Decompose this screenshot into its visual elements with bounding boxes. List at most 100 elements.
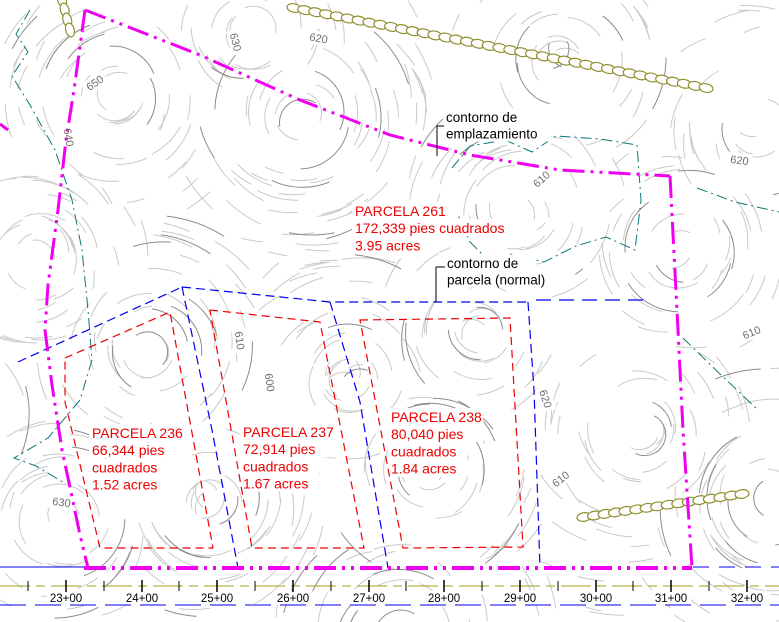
contour-stroke bbox=[632, 5, 649, 28]
contour-stroke bbox=[572, 135, 597, 167]
parcel-238-label-line[interactable]: cuadrados bbox=[391, 443, 456, 459]
contour-stroke bbox=[530, 13, 558, 25]
parcel-236-boundary[interactable] bbox=[64, 311, 214, 549]
parcel-contour-callout-text[interactable]: contorno de bbox=[447, 256, 518, 271]
parcel-contour-callout-text[interactable]: parcela (normal) bbox=[447, 273, 545, 288]
parcel-division-1[interactable] bbox=[181, 286, 239, 569]
contour-elevation-label[interactable]: 620 bbox=[729, 154, 749, 168]
contour-elevation-label[interactable]: 630 bbox=[51, 496, 71, 510]
contour-elevation-label[interactable]: 620 bbox=[536, 388, 553, 409]
parcel-237-label-line[interactable]: cuadrados bbox=[243, 458, 308, 474]
parcel-237-boundary[interactable] bbox=[209, 309, 365, 549]
contour-stroke bbox=[637, 326, 668, 333]
contour-stroke bbox=[418, 77, 428, 113]
contour-stroke bbox=[181, 149, 196, 170]
contour-stroke bbox=[240, 237, 263, 243]
contour-stroke bbox=[113, 246, 120, 266]
station-label[interactable]: 28+00 bbox=[428, 593, 460, 605]
contour-stroke bbox=[109, 45, 155, 74]
existing-feature-line-west[interactable] bbox=[11, 9, 93, 485]
contour-stroke bbox=[192, 479, 225, 490]
parcel-236-label-line[interactable]: cuadrados bbox=[92, 459, 157, 475]
contour-stroke bbox=[476, 385, 505, 396]
parcel-261-label-line[interactable]: 172,339 pies cuadrados bbox=[355, 220, 504, 236]
contour-stroke bbox=[107, 344, 125, 382]
contour-stroke bbox=[123, 206, 136, 227]
parcel-237-label-line[interactable]: 72,914 pies bbox=[243, 441, 315, 457]
parcel-237-label-line[interactable]: 1.67 acres bbox=[243, 476, 308, 492]
contour-stroke bbox=[38, 49, 55, 78]
station-label[interactable]: 32+00 bbox=[731, 593, 763, 605]
parcel-division-2[interactable] bbox=[329, 301, 389, 569]
contour-stroke bbox=[168, 47, 181, 71]
existing-feature-line-center[interactable] bbox=[451, 135, 642, 263]
existing-feature-line-east-upper[interactable] bbox=[696, 187, 779, 213]
parcel-238-label-line[interactable]: 80,040 pies bbox=[391, 426, 463, 442]
parcel-outline-west[interactable] bbox=[17, 286, 183, 363]
text-mask bbox=[240, 440, 336, 458]
parcel-237-label-line[interactable]: PARCELA 237 bbox=[243, 424, 334, 440]
contour-stroke bbox=[479, 0, 483, 3]
site-contour-callout-text[interactable]: contorno de bbox=[446, 110, 517, 125]
contour-stroke bbox=[190, 488, 197, 510]
contour-elevation-label[interactable]: 610 bbox=[232, 331, 246, 351]
parcel-261-label-line[interactable]: 3.95 acres bbox=[355, 237, 420, 253]
station-label[interactable]: 27+00 bbox=[353, 593, 385, 605]
contour-stroke bbox=[156, 26, 170, 40]
contour-stroke bbox=[69, 163, 83, 176]
contour-stroke bbox=[77, 577, 99, 589]
contour-stroke bbox=[683, 133, 686, 159]
parcel-outline-north[interactable] bbox=[181, 286, 528, 303]
contour-elevation-label[interactable]: 600 bbox=[262, 373, 276, 393]
site-contour-callout-text[interactable]: emplazamiento bbox=[446, 127, 538, 142]
contour-stroke bbox=[661, 156, 683, 159]
contour-stroke bbox=[711, 536, 744, 561]
contour-stroke bbox=[657, 527, 666, 548]
site-boundary-west[interactable] bbox=[43, 9, 90, 569]
station-label[interactable]: 29+00 bbox=[504, 593, 536, 605]
parcel-261-label-line[interactable]: PARCELA 261 bbox=[355, 203, 446, 219]
parcel-238-label-line[interactable]: 1.84 acres bbox=[391, 461, 456, 477]
parcel-236-label-line[interactable]: PARCELA 236 bbox=[92, 425, 183, 441]
contour-stroke bbox=[517, 63, 550, 105]
parcel-238-boundary[interactable] bbox=[359, 317, 524, 549]
contour-stroke bbox=[507, 246, 526, 250]
contour-stroke bbox=[706, 464, 717, 521]
contour-stroke bbox=[372, 313, 400, 335]
contour-stroke bbox=[26, 4, 41, 25]
contour-stroke bbox=[264, 166, 284, 174]
text-mask bbox=[388, 442, 468, 460]
station-label[interactable]: 31+00 bbox=[655, 593, 687, 605]
contour-stroke bbox=[614, 153, 629, 166]
contour-elevation-label[interactable]: 630 bbox=[227, 32, 243, 53]
site-boundary-fragment[interactable] bbox=[0, 122, 9, 132]
contour-elevation-label[interactable]: 620 bbox=[308, 32, 328, 47]
text-mask bbox=[651, 590, 691, 605]
station-label[interactable]: 30+00 bbox=[580, 593, 612, 605]
station-label[interactable]: 24+00 bbox=[126, 593, 158, 605]
contour-stroke bbox=[235, 283, 255, 309]
contour-stroke bbox=[77, 484, 100, 517]
site-boundary-north[interactable] bbox=[84, 8, 671, 178]
parcel-outline-east[interactable] bbox=[527, 301, 541, 569]
parcel-236-label-line[interactable]: 66,344 pies bbox=[92, 442, 164, 458]
station-label[interactable]: 26+00 bbox=[277, 593, 309, 605]
contour-stroke bbox=[146, 77, 157, 125]
station-label[interactable]: 25+00 bbox=[201, 593, 233, 605]
parcel-236-label-line[interactable]: 1.52 acres bbox=[92, 477, 157, 493]
existing-feature-line-east-lower[interactable] bbox=[682, 337, 759, 411]
contour-stroke bbox=[36, 362, 48, 400]
contour-stroke bbox=[719, 521, 730, 539]
contour-stroke bbox=[36, 40, 46, 61]
contour-stroke bbox=[199, 126, 215, 159]
contour-stroke bbox=[531, 44, 540, 81]
station-label[interactable]: 23+00 bbox=[50, 593, 82, 605]
site-boundary-east[interactable] bbox=[668, 175, 694, 569]
contour-stroke bbox=[706, 448, 730, 485]
text-mask bbox=[89, 475, 177, 493]
contour-stroke bbox=[735, 143, 753, 155]
contour-elevation-label[interactable]: 640 bbox=[60, 127, 75, 147]
parcel-238-label-line[interactable]: PARCELA 238 bbox=[391, 409, 482, 425]
